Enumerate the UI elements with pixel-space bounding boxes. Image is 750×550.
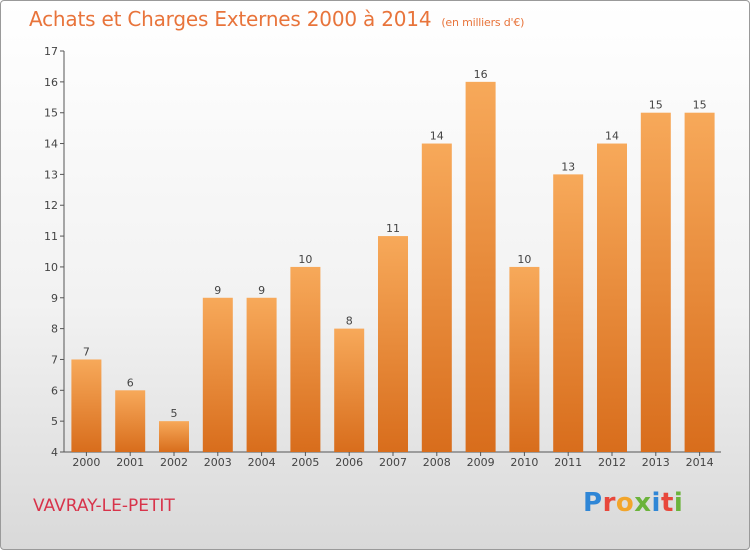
bar[interactable] [597,143,627,453]
y-tick-label: 16 [44,76,58,89]
logo-letter: x [634,488,652,518]
x-tick-label: 2008 [423,456,451,469]
bar[interactable] [421,143,452,453]
y-tick-label: 11 [44,230,58,243]
bar-value-label: 14 [430,130,444,143]
x-tick-label: 2003 [204,456,232,469]
y-tick-label: 15 [44,107,58,120]
chart-subtitle: (en milliers d'€) [441,16,525,29]
x-tick-label: 2010 [510,456,538,469]
x-tick-label: 2009 [467,456,495,469]
bar-value-label: 6 [127,376,134,389]
y-axis: 4 5 6 7 8 9 10 11 12 13 14 15 16 17 [44,45,65,459]
bar-value-label: 10 [517,253,531,266]
x-tick-label: 2014 [686,456,714,469]
commune-name: VAVRAY-LE-PETIT [33,496,175,516]
bar-value-label: 11 [386,222,400,235]
bar[interactable] [509,266,540,452]
x-tick-label: 2012 [598,456,626,469]
y-tick-label: 8 [51,323,58,336]
logo-letter: r [602,488,616,518]
value-labels: 7 6 5 9 9 10 8 11 14 16 10 13 14 15 15 [83,68,707,420]
logo-letter: t [660,488,674,518]
chart-title-text: Achats et Charges Externes 2000 à 2014 [29,7,432,31]
bar-value-label: 7 [83,345,90,358]
y-tick-label: 4 [51,446,58,459]
x-tick-label: 2001 [116,456,144,469]
bar-value-label: 14 [605,130,619,143]
bar[interactable] [290,266,321,452]
y-tick-label: 12 [44,199,58,212]
y-tick-label: 13 [44,168,58,181]
bar[interactable] [334,328,365,452]
y-tick-label: 17 [44,45,58,58]
y-tick-label: 14 [44,138,58,151]
bar-value-label: 5 [171,407,178,420]
bar[interactable] [378,236,408,452]
x-tick-label: 2002 [160,456,188,469]
bar-value-label: 9 [214,284,221,297]
y-tick-label: 9 [51,292,58,305]
y-tick-label: 5 [51,415,58,428]
y-tick-label: 6 [51,384,58,397]
logo-letter: i [673,488,684,518]
bar-value-label: 8 [346,315,353,328]
bar[interactable] [553,174,584,452]
bar[interactable] [246,297,277,452]
x-tick-label: 2006 [335,456,363,469]
bar-series [71,81,715,453]
bar-value-label: 15 [649,99,663,112]
bar[interactable] [71,359,102,452]
bar-value-label: 16 [474,68,488,81]
chart-title: Achats et Charges Externes 2000 à 2014 (e… [29,7,524,31]
x-tick-label: 2004 [248,456,276,469]
x-tick-label: 2005 [291,456,319,469]
logo-letter: i [651,488,661,518]
bar-value-label: 10 [298,253,312,266]
bar-value-label: 15 [693,99,707,112]
bar[interactable] [640,112,671,452]
bar[interactable] [465,81,496,452]
y-tick-label: 10 [44,261,58,274]
bar[interactable] [684,112,715,452]
bar-value-label: 9 [258,284,265,297]
bar[interactable] [202,297,233,452]
y-tick-label: 7 [51,353,58,366]
x-axis: 2000 2001 2002 2003 2004 2005 2006 2007 2008 2009… [64,451,721,469]
x-tick-label: 2013 [642,456,670,469]
x-tick-label: 2000 [72,456,100,469]
x-tick-label: 2011 [554,456,582,469]
bar[interactable] [115,390,146,452]
bar[interactable] [159,421,189,452]
logo-letter: o [615,488,635,518]
proxiti-logo[interactable]: Proxiti [583,488,683,518]
logo-letter: P [583,488,603,518]
bar-value-label: 13 [561,160,575,173]
x-tick-label: 2007 [379,456,407,469]
